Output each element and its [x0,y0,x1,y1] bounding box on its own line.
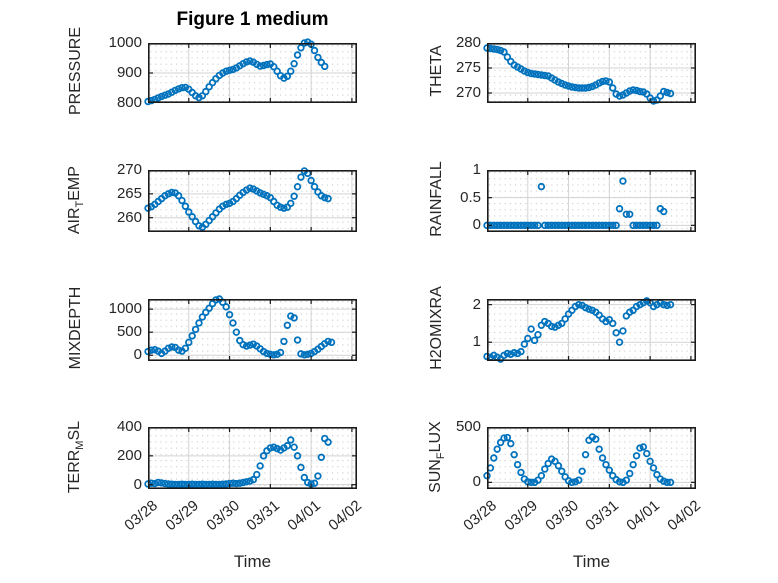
y-tick-label-pressure: 900 [116,64,142,82]
major-gridlines [148,43,357,103]
data-points-theta [483,44,675,105]
y-tick-label-terr-msl: 0 [133,475,142,493]
y-tick-label-sun-flux: 0 [472,473,481,491]
axis-tick-marks [488,428,695,488]
y-axis-label-text: RAINFALL [428,161,445,237]
major-gridlines [148,299,357,361]
y-axis-label-sun-flux: SUNFLUX [427,357,447,557]
y-tick-label-pressure: 800 [116,94,142,112]
y-tick-label-theta: 280 [455,34,481,52]
plot-area-terr-msl [144,427,357,490]
plot-area-pressure [144,38,357,106]
axis-tick-marks [488,171,695,231]
time-axis-label-left: Time [233,552,272,571]
y-axis-label-text: LUX [426,421,444,453]
y-axis-label-text: EMP [65,166,83,201]
y-tick-label-pressure: 1000 [108,34,142,52]
axis-tick-marks [149,44,356,102]
subplot-air-temp [144,167,357,233]
y-tick-label-air-temp: 265 [116,185,142,203]
major-gridlines [487,43,696,103]
subplot-rainfall [483,170,696,233]
subplot-theta [483,43,696,105]
y-tick-label-mixdepth: 1000 [108,300,142,318]
y-axis-label-subscript: F [435,452,448,460]
plot-area-theta [483,43,696,105]
data-points-terr-msl [144,434,332,489]
axis-tick-marks [149,428,356,488]
y-tick-label-air-temp: 260 [116,208,142,226]
data-points-h2omixra [483,297,675,363]
axis-tick-marks [488,44,695,102]
y-tick-label-h2omixra: 2 [472,295,481,313]
axis-tick-marks [149,300,356,360]
data-points-mixdepth [144,295,336,359]
plot-area-rainfall [483,170,696,233]
axis-tick-marks [149,171,356,231]
subplot-sun-flux [483,427,696,490]
data-points-air-temp [144,167,332,231]
plot-area-h2omixra [483,297,696,363]
subplot-mixdepth [144,295,357,362]
y-tick-label-mixdepth: 0 [133,346,142,364]
plot-area-sun-flux [483,427,696,490]
plot-area-mixdepth [144,295,357,362]
y-tick-label-rainfall: 1 [472,161,481,179]
subplot-h2omixra [483,297,696,363]
y-tick-label-rainfall: 0 [472,216,481,234]
y-axis-label-text: TERR [65,449,83,494]
y-tick-label-rainfall: 0.5 [460,188,481,206]
subplot-pressure [144,38,357,106]
y-axis-label-subscript: M [74,440,87,450]
y-axis-label-text: SL [65,420,83,441]
data-points-rainfall [483,177,668,230]
y-axis-label-subscript: T [74,200,87,208]
y-tick-label-terr-msl: 200 [116,446,142,464]
y-axis-label-text: SUN [426,459,444,493]
subplot-terr-msl [144,427,357,490]
y-tick-label-h2omixra: 1 [472,333,481,351]
y-tick-label-sun-flux: 500 [455,418,481,436]
y-tick-label-mixdepth: 500 [116,323,142,341]
y-axis-label-terr-msl: TERRMSL [66,357,86,557]
y-axis-label-text: THETA [428,45,445,97]
y-tick-label-theta: 270 [455,84,481,102]
y-tick-label-terr-msl: 400 [116,418,142,436]
time-axis-label-right: Time [572,552,611,571]
y-tick-label-air-temp: 270 [116,161,142,179]
y-tick-label-theta: 275 [455,59,481,77]
plot-area-air-temp [144,167,357,233]
axis-tick-marks [488,300,695,360]
data-points-sun-flux [483,433,675,487]
figure-title: Figure 1 medium [176,9,329,30]
